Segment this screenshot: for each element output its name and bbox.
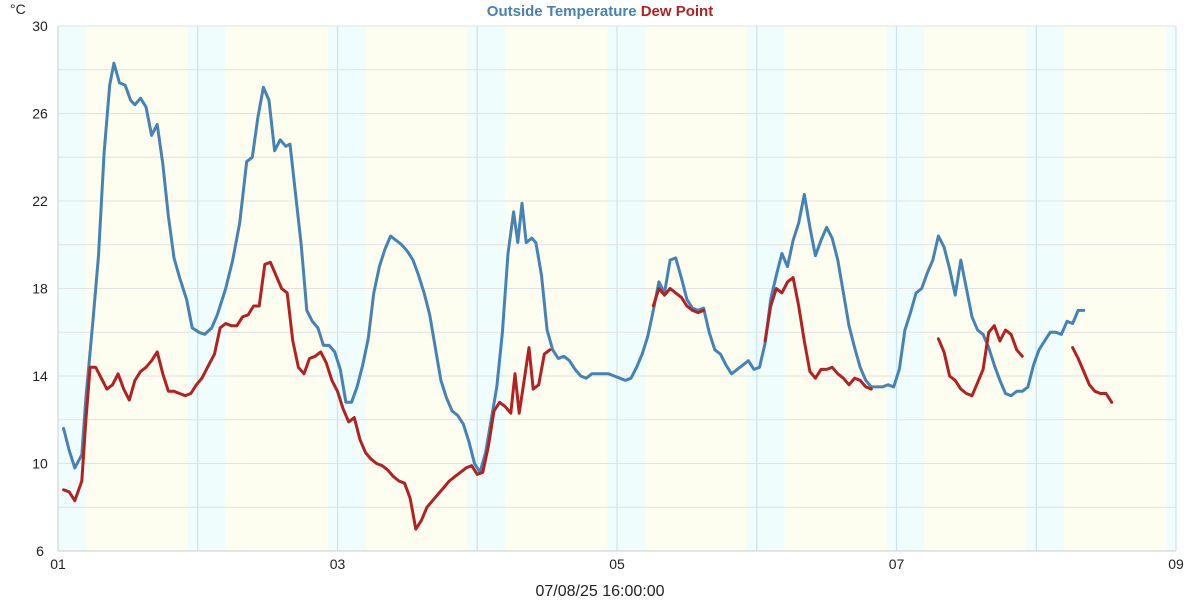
timestamp-label: 07/08/25 16:00:00 — [535, 583, 664, 600]
series-lines — [62, 61, 1114, 531]
x-tick-label: 09 — [1168, 556, 1184, 572]
x-tick-label: 05 — [609, 556, 625, 572]
x-tick-label: 01 — [50, 556, 66, 572]
series-line-outside-temperature — [62, 61, 1086, 474]
chart-title: Outside Temperature Dew Point — [487, 3, 713, 20]
axis-labels: 6 10 14 18 22 26 30 01 03 05 07 09 — [32, 18, 1184, 572]
y-tick-label: 14 — [32, 368, 48, 384]
series-line-dew-point — [62, 260, 1114, 531]
y-tick-label: 6 — [36, 543, 44, 559]
y-tick-label: 22 — [32, 193, 48, 209]
y-tick-label: 10 — [32, 456, 48, 472]
y-tick-label: 26 — [32, 106, 48, 122]
y-tick-label: 30 — [32, 18, 48, 34]
axes — [57, 26, 1176, 552]
chart-title-part: Dew Point — [637, 3, 714, 20]
chart-title-part: Outside Temperature — [487, 3, 637, 20]
y-axis-unit-label: °C — [10, 1, 26, 17]
y-tick-label: 18 — [32, 281, 48, 297]
x-tick-label: 07 — [889, 556, 905, 572]
midnight-lines — [197, 26, 1177, 551]
x-tick-label: 03 — [330, 556, 346, 572]
